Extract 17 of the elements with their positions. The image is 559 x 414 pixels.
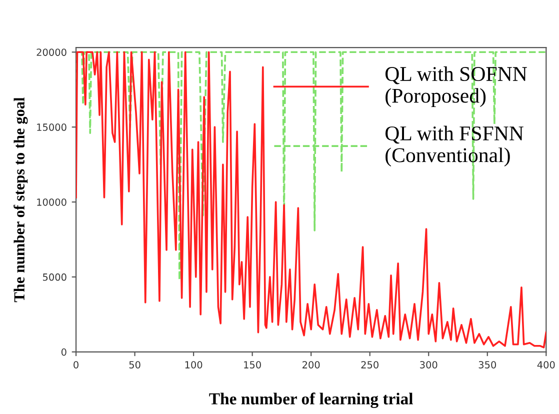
x-tick-label: 150: [244, 361, 261, 368]
y-tick-label: 5000: [43, 273, 66, 281]
y-axis-title: The number of steps to the goal: [14, 97, 28, 302]
x-tick-label: 0: [74, 361, 78, 368]
y-tick-label: 15000: [37, 124, 66, 131]
y-tick-label: 10000: [37, 198, 66, 206]
line-series: [76, 51, 546, 348]
x-axis-title: The number of learning trial: [209, 392, 413, 408]
y-tick-label: 20000: [36, 48, 66, 56]
x-tick-label: 200: [302, 361, 320, 368]
x-tick-label: 100: [185, 361, 202, 368]
x-tick-label: 50: [129, 361, 140, 368]
x-tick-label: 400: [537, 361, 555, 368]
y-tick-label: 0: [61, 348, 66, 356]
x-tick-label: 300: [420, 361, 438, 368]
x-tick-label: 350: [478, 361, 496, 368]
x-tick-label: 250: [361, 361, 378, 368]
